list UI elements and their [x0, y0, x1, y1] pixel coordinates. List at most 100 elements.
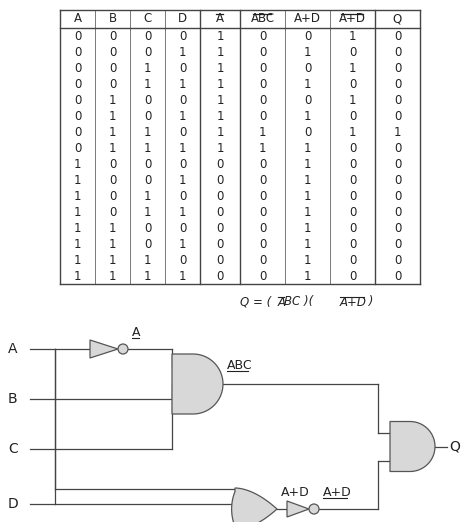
Text: 1: 1	[304, 206, 311, 219]
Text: BC )(: BC )(	[284, 295, 317, 309]
Text: 1: 1	[109, 141, 116, 155]
Text: 1: 1	[144, 189, 151, 203]
Text: 0: 0	[216, 238, 224, 251]
Text: 0: 0	[144, 93, 151, 106]
Text: 1: 1	[179, 45, 186, 58]
Text: 0: 0	[259, 206, 266, 219]
Text: 1: 1	[74, 158, 81, 171]
Polygon shape	[172, 354, 223, 414]
Text: 0: 0	[144, 110, 151, 123]
Circle shape	[309, 504, 319, 514]
Text: 0: 0	[259, 77, 266, 90]
Text: 1: 1	[394, 125, 401, 138]
Text: 0: 0	[394, 158, 401, 171]
Text: B: B	[8, 392, 18, 406]
Text: 0: 0	[259, 189, 266, 203]
Text: 1: 1	[109, 110, 116, 123]
Text: 1: 1	[349, 125, 356, 138]
Text: 0: 0	[109, 158, 116, 171]
Text: 0: 0	[179, 254, 186, 267]
Text: 1: 1	[179, 269, 186, 282]
Text: 1: 1	[216, 30, 224, 42]
Text: 0: 0	[394, 77, 401, 90]
Text: 1: 1	[109, 254, 116, 267]
Circle shape	[118, 344, 128, 354]
Text: 0: 0	[144, 238, 151, 251]
Text: 0: 0	[216, 158, 224, 171]
Text: D: D	[178, 13, 187, 26]
Text: 0: 0	[144, 45, 151, 58]
Text: 0: 0	[216, 173, 224, 186]
Text: Q = (: Q = (	[240, 295, 275, 309]
Text: 0: 0	[216, 206, 224, 219]
Text: 1: 1	[216, 62, 224, 75]
Text: 1: 1	[304, 173, 311, 186]
Text: 1: 1	[144, 141, 151, 155]
Text: 1: 1	[304, 158, 311, 171]
Text: 0: 0	[74, 125, 81, 138]
Text: 1: 1	[179, 173, 186, 186]
Text: 0: 0	[304, 93, 311, 106]
Text: A: A	[216, 13, 224, 26]
Text: 1: 1	[304, 221, 311, 234]
Text: 1: 1	[304, 269, 311, 282]
Text: 1: 1	[179, 141, 186, 155]
Text: 0: 0	[349, 110, 356, 123]
Text: 0: 0	[394, 62, 401, 75]
Text: 0: 0	[109, 77, 116, 90]
Polygon shape	[90, 340, 118, 358]
Text: 1: 1	[304, 45, 311, 58]
Text: 0: 0	[179, 93, 186, 106]
Text: 1: 1	[216, 45, 224, 58]
Text: 0: 0	[74, 45, 81, 58]
Text: A+D: A+D	[294, 13, 321, 26]
Text: A+D: A+D	[281, 486, 310, 499]
Text: 1: 1	[109, 93, 116, 106]
Text: 0: 0	[394, 221, 401, 234]
Text: 0: 0	[216, 221, 224, 234]
Text: 0: 0	[74, 77, 81, 90]
Text: 0: 0	[179, 189, 186, 203]
Text: 0: 0	[394, 93, 401, 106]
Text: C: C	[143, 13, 152, 26]
Text: 0: 0	[179, 125, 186, 138]
Text: 0: 0	[144, 30, 151, 42]
Text: 1: 1	[304, 189, 311, 203]
Text: 0: 0	[259, 45, 266, 58]
Text: 1: 1	[216, 141, 224, 155]
Text: 0: 0	[74, 141, 81, 155]
Text: 0: 0	[144, 173, 151, 186]
Text: 0: 0	[349, 189, 356, 203]
Text: 0: 0	[394, 206, 401, 219]
Text: 0: 0	[349, 141, 356, 155]
Text: 0: 0	[394, 189, 401, 203]
Text: ABC: ABC	[227, 359, 253, 372]
Text: 0: 0	[259, 254, 266, 267]
Text: 0: 0	[394, 45, 401, 58]
Text: 1: 1	[179, 206, 186, 219]
Text: A: A	[132, 326, 140, 339]
Text: 1: 1	[179, 77, 186, 90]
Polygon shape	[232, 488, 277, 522]
Text: 1: 1	[259, 141, 266, 155]
Text: 0: 0	[109, 206, 116, 219]
Text: 0: 0	[349, 238, 356, 251]
Text: 0: 0	[144, 158, 151, 171]
Text: 1: 1	[74, 173, 81, 186]
Text: A+D: A+D	[340, 295, 367, 309]
Text: Q: Q	[449, 440, 460, 454]
Text: 1: 1	[349, 30, 356, 42]
Text: 0: 0	[109, 173, 116, 186]
Text: A+D: A+D	[323, 486, 352, 499]
Text: 1: 1	[304, 141, 311, 155]
Text: 1: 1	[109, 221, 116, 234]
Text: 0: 0	[109, 45, 116, 58]
Text: 0: 0	[394, 30, 401, 42]
Text: 0: 0	[259, 158, 266, 171]
Text: 1: 1	[304, 77, 311, 90]
Text: 0: 0	[349, 206, 356, 219]
Text: 0: 0	[179, 158, 186, 171]
Text: 0: 0	[216, 269, 224, 282]
Text: 0: 0	[349, 254, 356, 267]
Text: 1: 1	[109, 238, 116, 251]
